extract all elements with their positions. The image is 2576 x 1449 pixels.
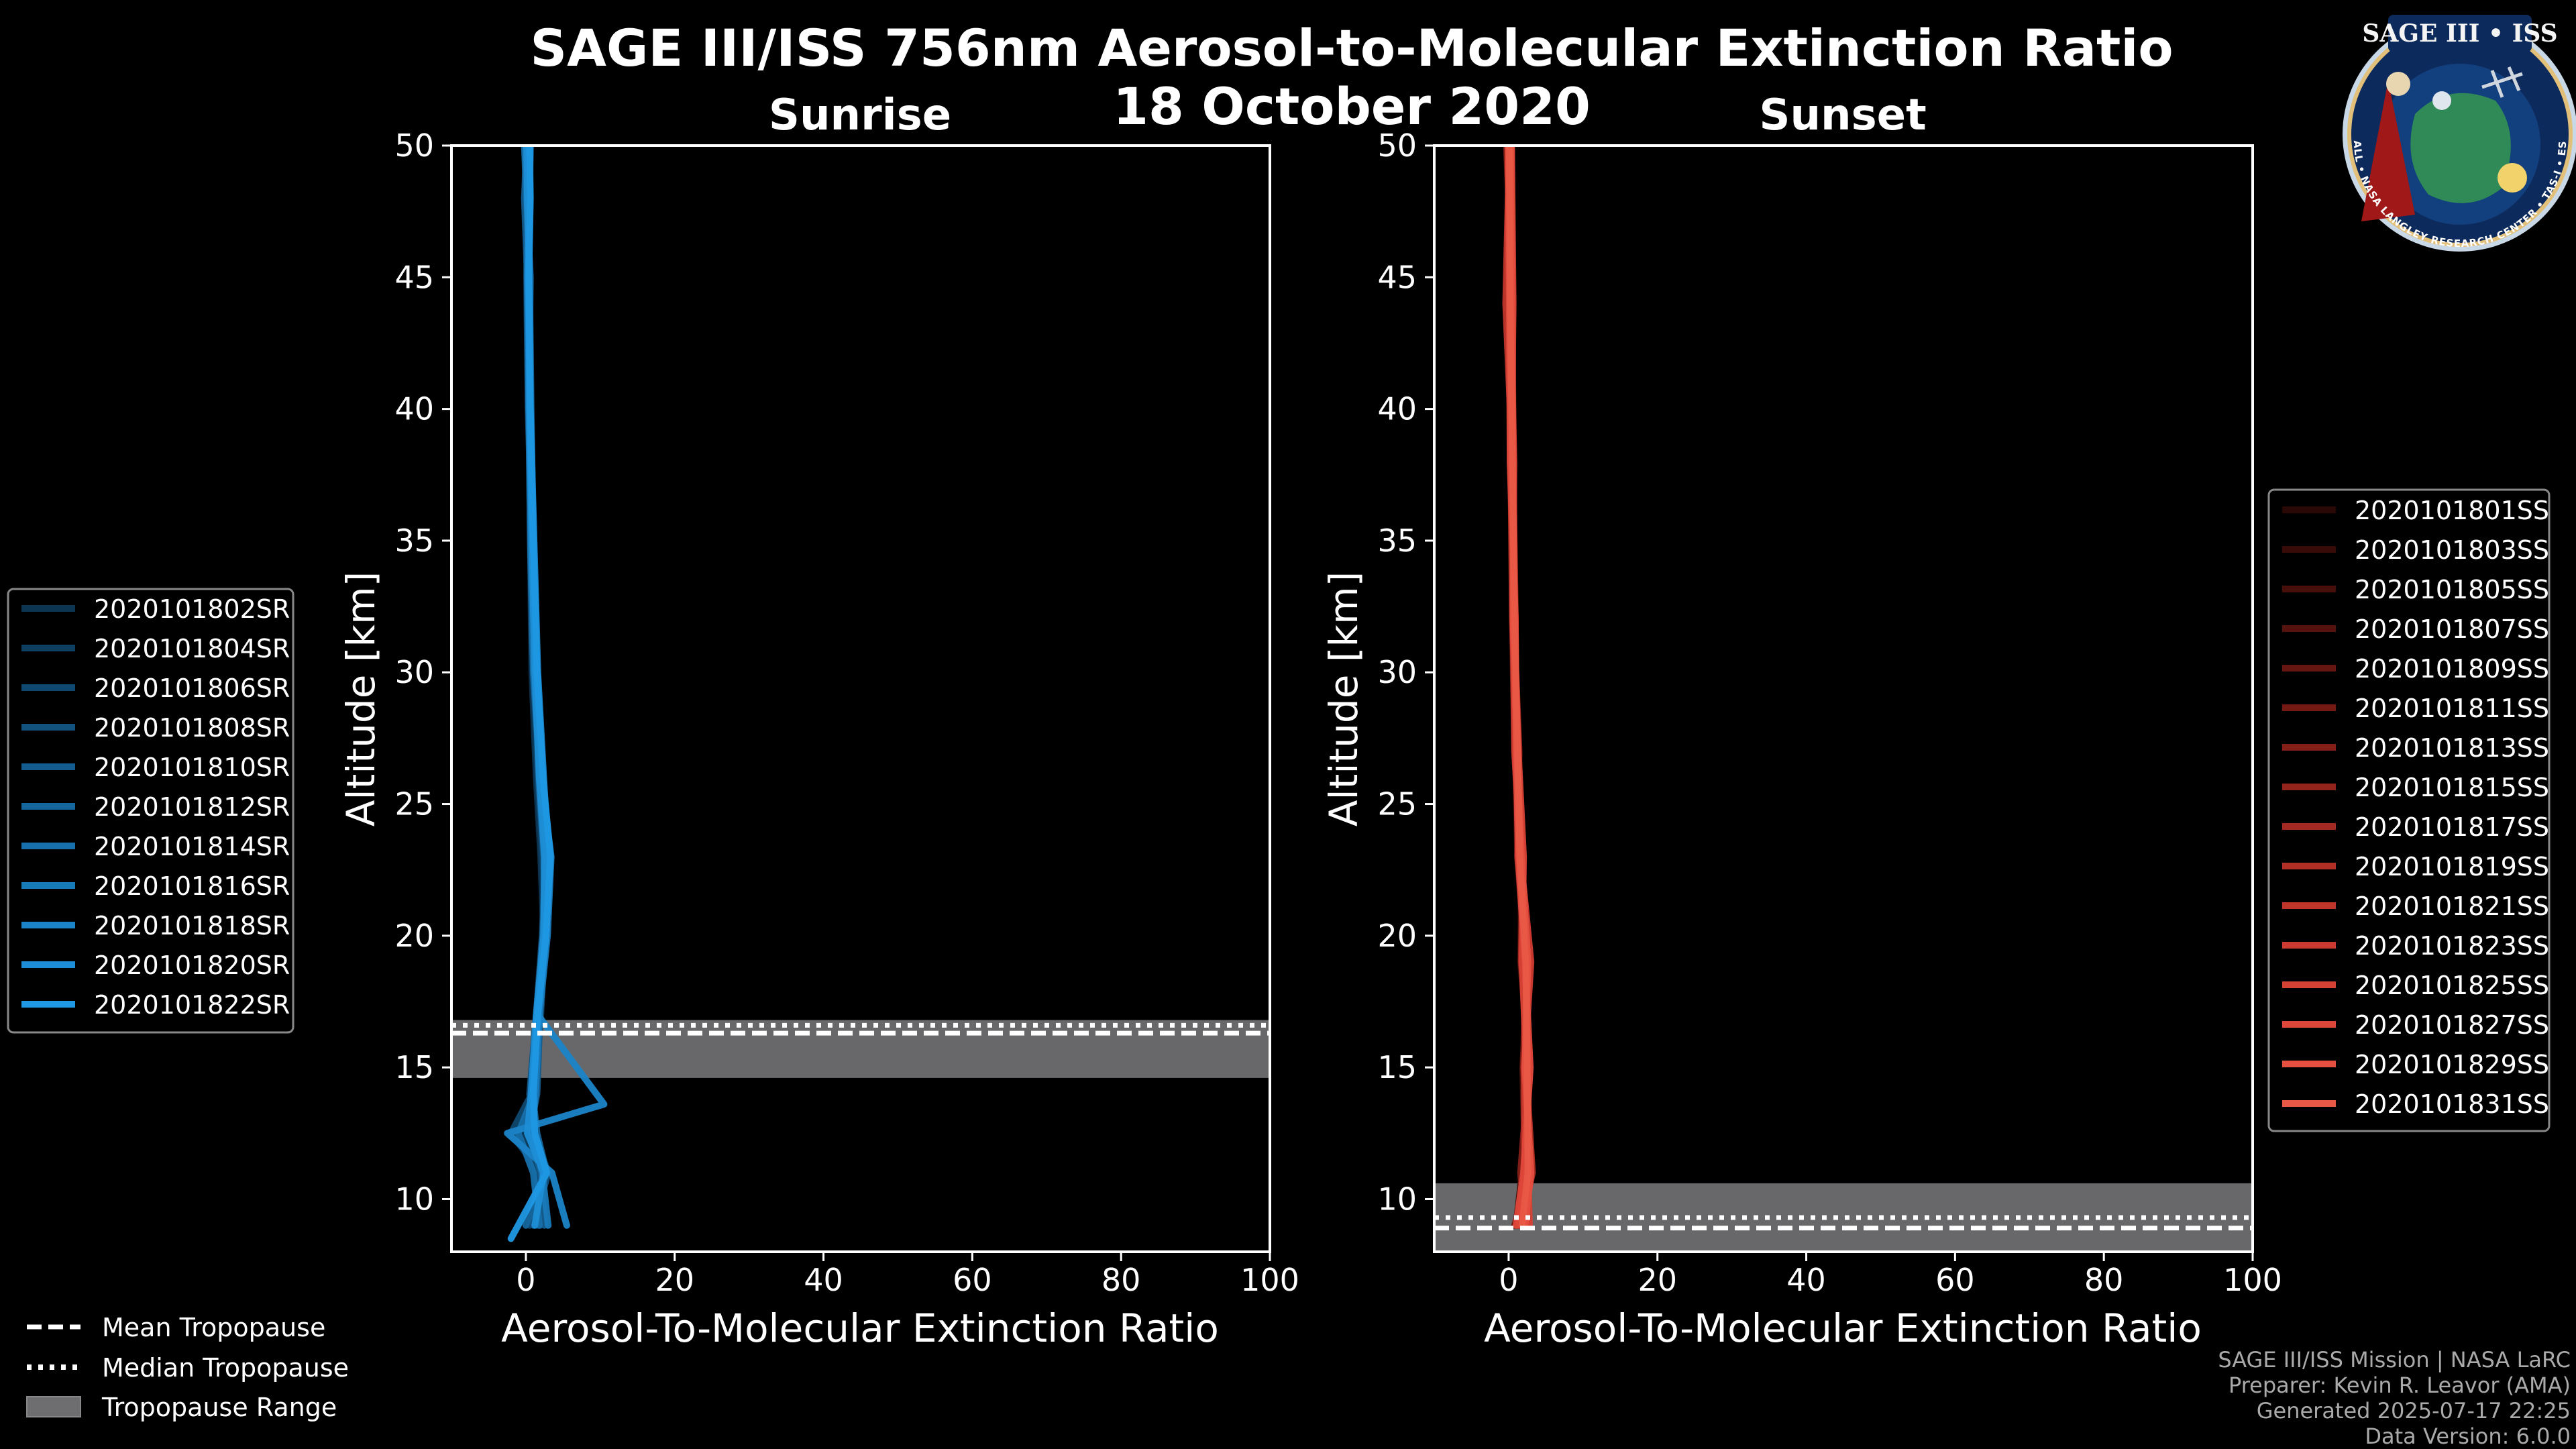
sunrise-legend-label: 2020101812SR	[94, 792, 290, 822]
credit-mission: SAGE III/ISS Mission | NASA LaRC	[2218, 1347, 2571, 1373]
sunset-legend-label: 2020101819SS	[2355, 852, 2549, 881]
sunrise-ytick-label: 50	[394, 127, 434, 164]
logo-face-icon	[2386, 72, 2410, 96]
sunset-ytick-label: 30	[1377, 654, 1417, 690]
sunset-xtick-label: 80	[2084, 1262, 2124, 1298]
sunrise-plot-area: 0 20 40 60 80 100 10 15 20 25 30 35 40 45 50	[394, 127, 1299, 1298]
logo-wizard-icon	[2361, 80, 2415, 221]
sunrise-legend-label: 2020101808SR	[94, 713, 290, 743]
sunset-xlabel: Aerosol-To-Molecular Extinction Ratio	[1484, 1305, 2202, 1351]
sunset-xtick-label: 0	[1499, 1262, 1518, 1298]
sunrise-legend-label: 2020101804SR	[94, 634, 290, 663]
sunset-axes-frame	[1433, 144, 2254, 1253]
sunset-ytick-label: 45	[1377, 259, 1417, 295]
sunset-xtick-label: 20	[1638, 1262, 1677, 1298]
sunset-series-2020101831SS	[1506, 146, 1532, 1229]
mean-tropopause-label: Mean Tropopause	[102, 1313, 325, 1342]
sunrise-legend-label: 2020101818SR	[94, 911, 290, 941]
sunset-ytick-label: 35	[1377, 523, 1417, 559]
sunrise-xtick-label: 80	[1102, 1262, 1141, 1298]
sunset-ytick-label: 10	[1377, 1181, 1417, 1217]
sunrise-panel-title: Sunrise	[769, 91, 951, 140]
sunset-ytick-label: 40	[1377, 391, 1417, 427]
sunrise-series-2020101822SR	[507, 146, 554, 1242]
logo-iss-icon	[2481, 66, 2523, 98]
sunrise-ytick-label: 15	[394, 1049, 434, 1085]
sunrise-ytick-label: 20	[394, 918, 434, 954]
sunset-panel: Sunset 0 20 40 60 80 100 10 15 20 25 30 35 40 45 50 Ae…	[1321, 91, 2282, 1351]
sunrise-legend-label: 2020101816SR	[94, 871, 290, 901]
sunset-ytick-label: 15	[1377, 1049, 1417, 1085]
sunrise-legend-box	[7, 588, 294, 1034]
sunset-xtick-label: 100	[2223, 1262, 2282, 1298]
figure-title-line1: SAGE III/ISS 756nm Aerosol-to-Molecular …	[530, 18, 2173, 78]
sunset-legend-label: 2020101809SS	[2355, 654, 2549, 684]
sunrise-xtick-label: 40	[804, 1262, 843, 1298]
sunset-legend: 2020101801SS 2020101803SS 2020101805SS 2020…	[2267, 488, 2551, 1132]
sunset-legend-box	[2267, 488, 2551, 1132]
logo-earth-icon	[2410, 93, 2511, 203]
sunrise-panel: Sunrise 0 20 40 60 80 100 10 15 20 25 30 35 40 45 50 A…	[338, 91, 1299, 1351]
sunset-xtick-label: 60	[1935, 1262, 1975, 1298]
logo-moon-icon	[2432, 91, 2451, 110]
figure-title-line2: 18 October 2020	[1113, 76, 1591, 136]
sunrise-xlabel: Aerosol-To-Molecular Extinction Ratio	[501, 1305, 1219, 1351]
sunrise-ytick-label: 40	[394, 391, 434, 427]
sunrise-legend-label: 2020101814SR	[94, 832, 290, 861]
sunrise-ylabel: Altitude [km]	[338, 572, 384, 826]
sunset-legend-label: 2020101813SS	[2355, 733, 2549, 763]
sunset-legend-label: 2020101827SS	[2355, 1010, 2549, 1040]
sunrise-ytick-label: 25	[394, 786, 434, 822]
credit-preparer: Preparer: Kevin R. Leavor (AMA)	[2229, 1373, 2571, 1398]
sunset-legend-label: 2020101805SS	[2355, 575, 2549, 604]
sunrise-legend-label: 2020101822SR	[94, 990, 290, 1020]
sunrise-xtick-label: 0	[516, 1262, 535, 1298]
sunrise-axes-frame	[450, 144, 1271, 1253]
sunset-ylabel: Altitude [km]	[1321, 572, 1366, 826]
logo-sun-icon	[2498, 163, 2527, 193]
median-tropopause-label: Median Tropopause	[102, 1353, 349, 1383]
sunset-ytick-label: 25	[1377, 786, 1417, 822]
credit-generated: Generated 2025-07-17 22:25	[2257, 1398, 2571, 1424]
sunset-legend-label: 2020101821SS	[2355, 892, 2549, 921]
sunset-legend-label: 2020101801SS	[2355, 496, 2549, 525]
sunset-plot-area: 0 20 40 60 80 100 10 15 20 25 30 35 40 45 50	[1377, 127, 2282, 1298]
sunset-legend-label: 2020101823SS	[2355, 931, 2549, 961]
sunrise-ytick-label: 30	[394, 654, 434, 690]
sunrise-legend-label: 2020101810SR	[94, 753, 290, 782]
sunset-legend-label: 2020101825SS	[2355, 971, 2549, 1000]
sunrise-legend-label: 2020101802SR	[94, 594, 290, 624]
sunset-legend-label: 2020101807SS	[2355, 614, 2549, 644]
sunset-ytick-label: 20	[1377, 918, 1417, 954]
sunrise-xtick-label: 100	[1240, 1262, 1299, 1298]
sunset-legend-label: 2020101829SS	[2355, 1050, 2549, 1079]
sunset-legend-label: 2020101811SS	[2355, 694, 2549, 723]
tropopause-legend: Mean Tropopause Median Tropopause Tropop…	[26, 1313, 349, 1422]
logo-title: SAGE III • ISS	[2362, 19, 2557, 48]
sunrise-ytick-label: 10	[394, 1181, 434, 1217]
sunset-legend-label: 2020101803SS	[2355, 535, 2549, 565]
sunrise-ytick-label: 35	[394, 523, 434, 559]
sunset-xtick-label: 40	[1786, 1262, 1826, 1298]
sunrise-xtick-label: 20	[655, 1262, 694, 1298]
sunrise-legend-label: 2020101820SR	[94, 951, 290, 980]
sunset-legend-label: 2020101817SS	[2355, 812, 2549, 842]
sunset-legend-label: 2020101831SS	[2355, 1089, 2549, 1119]
sunset-legend-label: 2020101815SS	[2355, 773, 2549, 802]
sunrise-legend-label: 2020101806SR	[94, 674, 290, 703]
sunrise-legend: 2020101802SR 2020101804SR 2020101806SR 2020…	[7, 588, 294, 1034]
credit-data-version: Data Version: 6.0.0	[2365, 1424, 2571, 1449]
sunset-panel-title: Sunset	[1759, 91, 1926, 140]
sunrise-xtick-label: 60	[953, 1262, 992, 1298]
sunset-ytick-label: 50	[1377, 127, 1417, 164]
tropopause-range-swatch	[26, 1396, 81, 1417]
tropopause-range-label: Tropopause Range	[101, 1393, 337, 1422]
sunrise-ytick-label: 45	[394, 259, 434, 295]
sunrise-tropopause-range-band	[451, 1020, 1270, 1078]
logo-title-plate	[2388, 15, 2532, 52]
sunset-tropopause-range-band	[1434, 1183, 2253, 1252]
credits-block: SAGE III/ISS Mission | NASA LaRC Prepare…	[2218, 1347, 2571, 1449]
